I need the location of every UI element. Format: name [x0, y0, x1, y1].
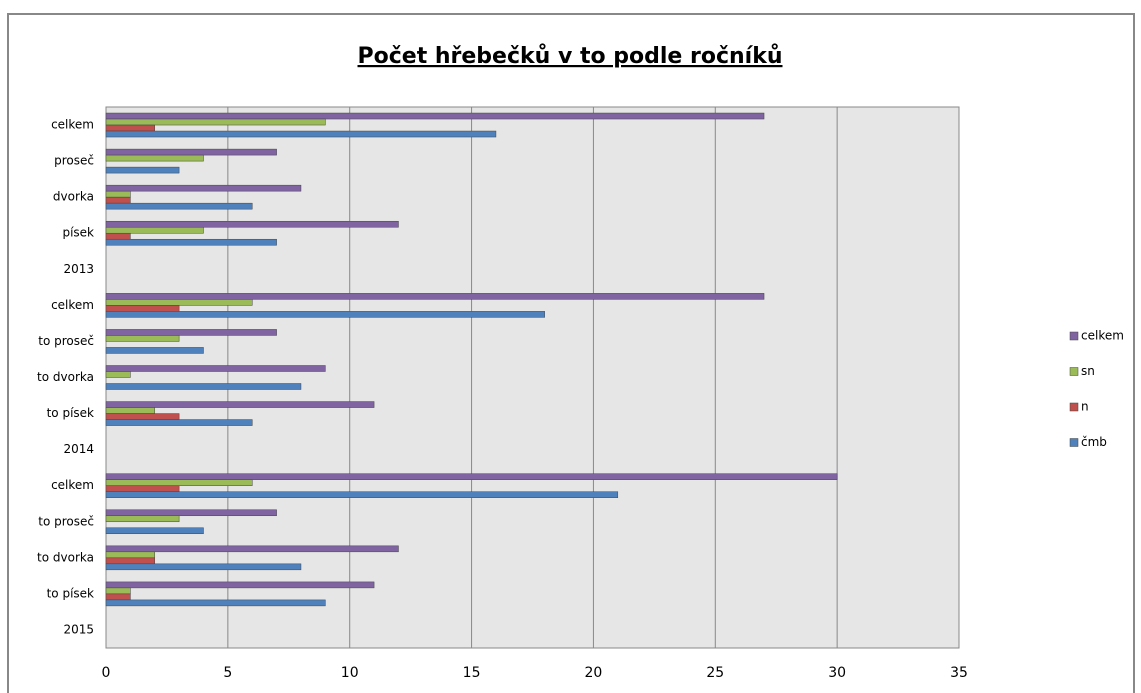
legend-label: čmb — [1081, 435, 1107, 449]
legend-swatch — [1069, 438, 1079, 447]
bar — [105, 196, 131, 204]
y-tick-label: písek — [62, 226, 94, 240]
bar — [105, 347, 204, 354]
x-tick-label: 10 — [341, 665, 359, 681]
y-tick-label: celkem — [51, 478, 94, 492]
bar — [105, 515, 180, 523]
bar — [105, 419, 253, 426]
x-tick-label: 15 — [463, 665, 481, 681]
legend-label: n — [1081, 400, 1089, 414]
bar — [105, 299, 253, 306]
bar — [105, 593, 131, 601]
y-tick-label: dvorka — [53, 190, 94, 204]
bar — [105, 112, 765, 120]
legend-label: celkem — [1081, 329, 1124, 343]
legend-swatch — [1069, 331, 1079, 341]
bar — [105, 202, 253, 210]
x-tick-label: 30 — [828, 665, 846, 681]
bar — [105, 335, 180, 342]
bar — [105, 479, 253, 486]
y-tick-label: to dvorka — [37, 550, 94, 564]
y-tick-label: to proseč — [38, 334, 94, 348]
bar — [105, 130, 497, 138]
y-tick-label: to písek — [47, 406, 94, 420]
x-tick-label: 25 — [706, 665, 724, 681]
bar — [105, 220, 399, 228]
bar — [105, 557, 155, 565]
bar — [105, 485, 180, 492]
bar — [105, 401, 375, 408]
y-tick-label: celkem — [51, 118, 94, 132]
bar — [105, 491, 619, 498]
bar — [105, 383, 302, 390]
legend-label: sn — [1081, 364, 1095, 378]
bar — [105, 563, 302, 571]
bar — [105, 293, 765, 300]
bar — [105, 166, 180, 174]
y-tick-label: 2014 — [63, 442, 94, 456]
bar — [105, 124, 155, 132]
bar — [105, 587, 131, 595]
bar — [105, 118, 326, 126]
x-tick-label: 5 — [223, 665, 232, 681]
y-tick-label: to písek — [47, 586, 94, 600]
legend-swatch — [1069, 367, 1079, 376]
plot-area — [105, 106, 960, 649]
x-tick-label: 0 — [102, 665, 111, 681]
y-tick-label: celkem — [51, 298, 94, 312]
bar — [105, 551, 155, 559]
bar — [105, 184, 302, 192]
y-tick-label: to dvorka — [37, 370, 94, 384]
bar — [105, 407, 155, 414]
y-tick-label: proseč — [54, 154, 94, 168]
bar — [105, 371, 131, 378]
bar — [105, 527, 204, 535]
bar — [105, 329, 277, 336]
bar — [105, 365, 326, 372]
bar — [105, 226, 204, 234]
bar — [105, 311, 545, 318]
bar — [105, 413, 180, 420]
legend-swatch — [1069, 402, 1079, 412]
x-tick-label: 35 — [950, 665, 968, 681]
bar — [105, 190, 131, 198]
chart-title: Počet hřebečků v to podle ročníků — [358, 44, 783, 69]
bar — [105, 509, 277, 517]
x-tick-label: 20 — [585, 665, 603, 681]
bar — [105, 473, 838, 480]
bar — [105, 154, 204, 162]
y-tick-label: to proseč — [38, 514, 94, 528]
y-tick-label: 2013 — [63, 262, 94, 276]
bar — [105, 305, 180, 312]
bar — [105, 581, 375, 589]
bar — [105, 148, 277, 156]
bar — [105, 545, 399, 553]
bar — [105, 232, 131, 240]
bar — [105, 238, 277, 246]
bar — [105, 599, 326, 607]
y-tick-label: 2015 — [63, 622, 94, 636]
